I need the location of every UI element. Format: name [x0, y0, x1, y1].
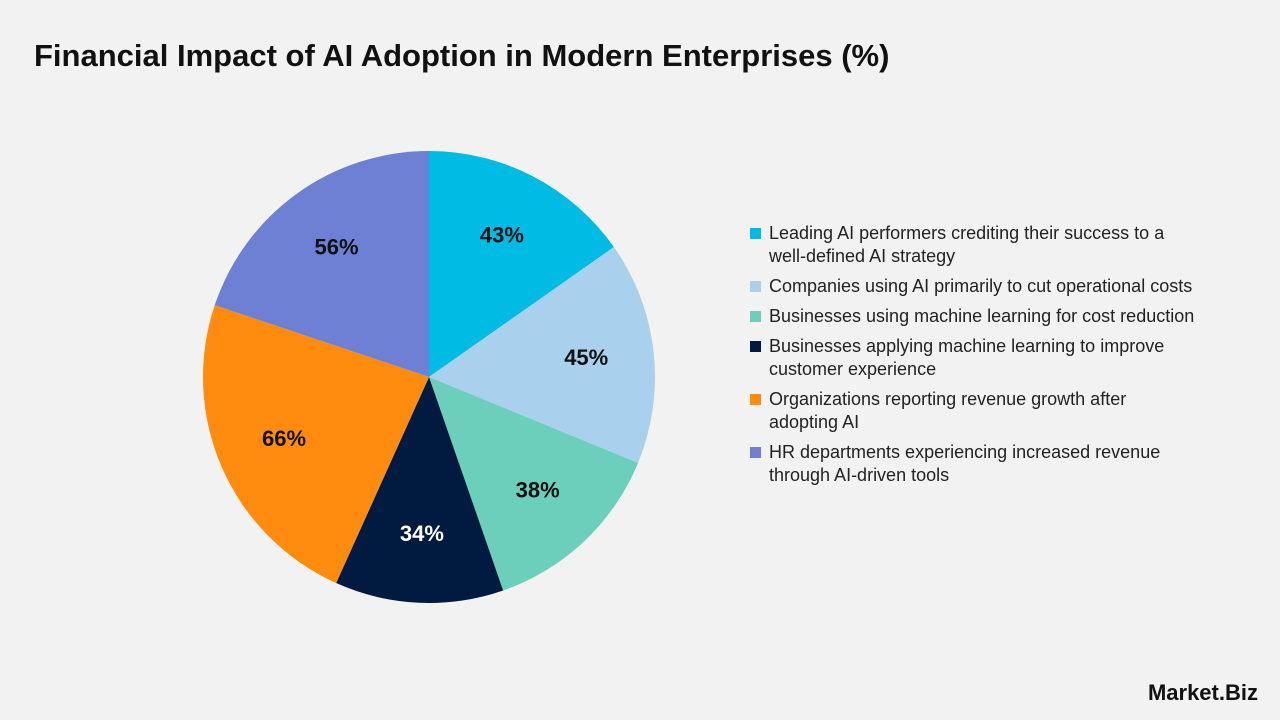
- chart-title: Financial Impact of AI Adoption in Moder…: [34, 38, 890, 73]
- pie-slice: [429, 247, 655, 463]
- legend-label: Businesses using machine learning for co…: [769, 306, 1195, 326]
- data-label: 56%: [315, 234, 359, 259]
- legend-label: Leading AI performers crediting their su…: [769, 223, 1165, 266]
- pie-slice: [429, 151, 614, 377]
- data-label: 34%: [400, 521, 444, 546]
- pie-slice: [214, 151, 429, 377]
- legend-item: HR departments experiencing increased re…: [750, 441, 1200, 487]
- pie-slice: [429, 377, 639, 591]
- legend-swatch: [750, 394, 761, 405]
- data-label: 66%: [262, 426, 306, 451]
- legend-label: HR departments experiencing increased re…: [769, 442, 1161, 485]
- legend-swatch: [750, 228, 761, 239]
- data-label: 43%: [480, 222, 524, 247]
- legend-item: Companies using AI primarily to cut oper…: [750, 275, 1200, 298]
- legend-swatch: [750, 311, 761, 322]
- legend-item: Businesses applying machine learning to …: [750, 335, 1200, 381]
- watermark: Market.Biz: [1147, 680, 1258, 705]
- pie-slice: [202, 305, 429, 584]
- legend-swatch: [750, 281, 761, 292]
- legend-label: Businesses applying machine learning to …: [769, 336, 1165, 379]
- legend-item: Businesses using machine learning for co…: [750, 305, 1200, 328]
- legend-label: Organizations reporting revenue growth a…: [769, 389, 1127, 432]
- legend-swatch: [750, 447, 761, 458]
- data-label: 45%: [564, 345, 608, 370]
- legend-item: Organizations reporting revenue growth a…: [750, 388, 1200, 434]
- data-label: 38%: [516, 478, 560, 503]
- legend: Leading AI performers crediting their su…: [750, 222, 1200, 494]
- legend-label: Companies using AI primarily to cut oper…: [769, 276, 1193, 296]
- pie-slice: [336, 377, 504, 604]
- legend-swatch: [750, 341, 761, 352]
- legend-item: Leading AI performers crediting their su…: [750, 222, 1200, 268]
